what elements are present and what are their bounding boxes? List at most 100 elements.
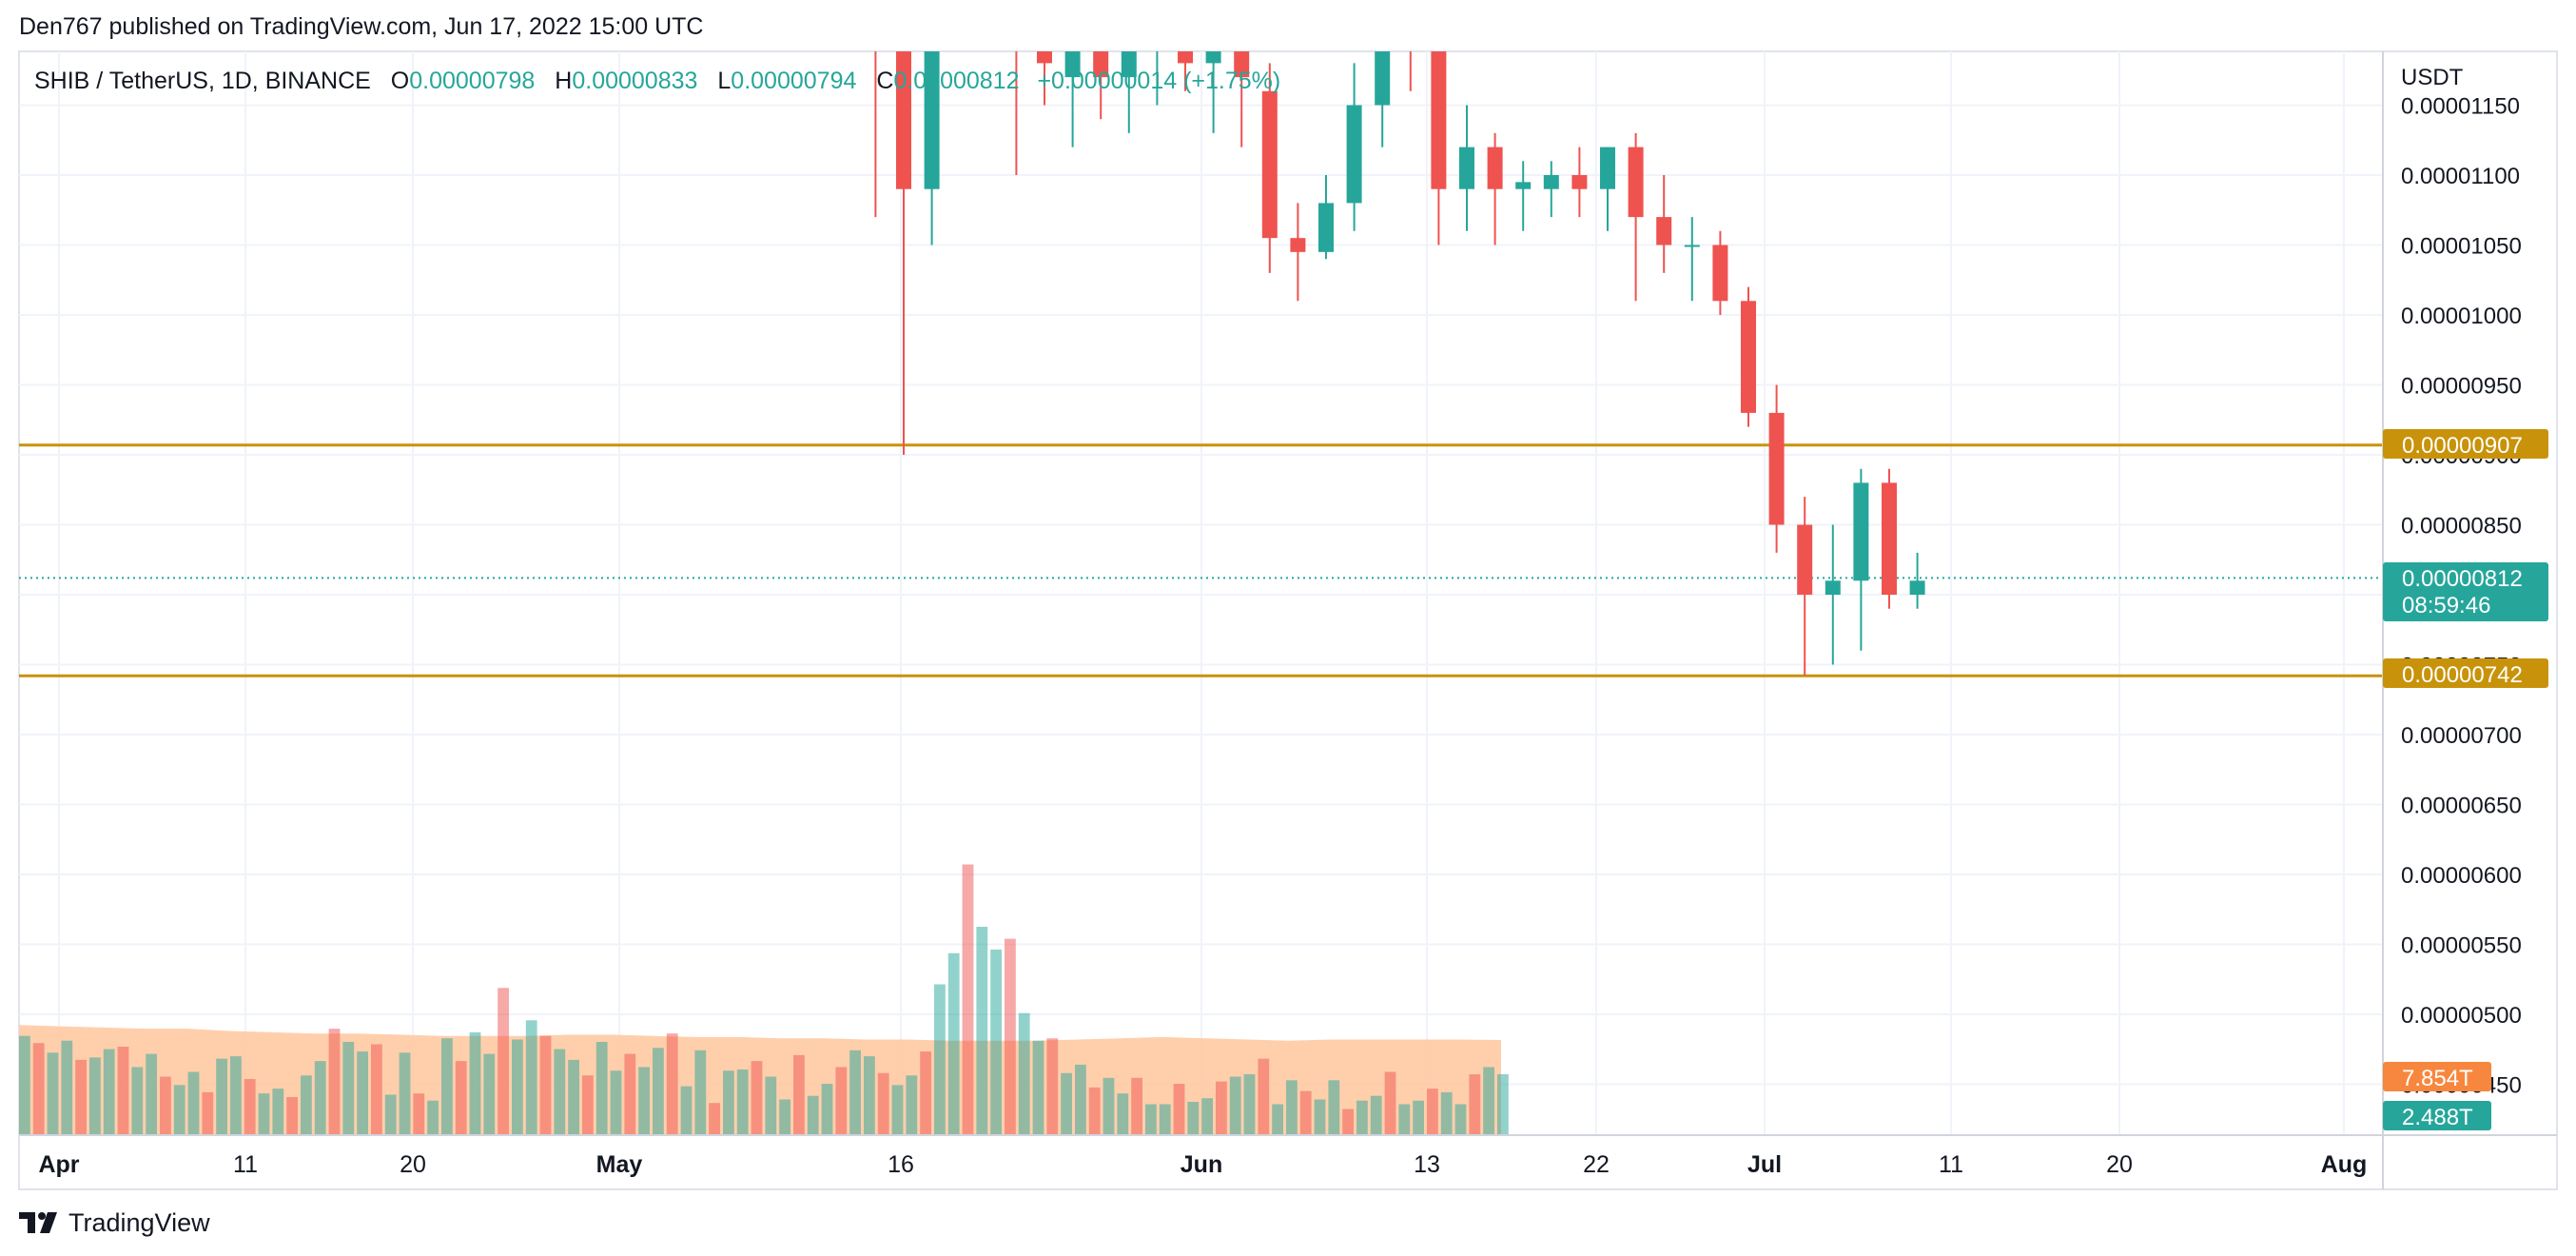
candle-body (1205, 51, 1221, 64)
volume-bar (146, 1053, 157, 1134)
volume-bar (1398, 1104, 1411, 1134)
time-tick-label: 20 (400, 1151, 426, 1178)
volume-bar (512, 1039, 523, 1134)
time-axis[interactable]: Apr 11 20 May 16 Jun 13 22 Jul 11 20 Aug (38, 1151, 2367, 1178)
volume-bar (877, 1072, 889, 1134)
time-tick-label: Apr (38, 1151, 79, 1178)
volume-bar (61, 1040, 73, 1134)
candle-body (1853, 482, 1869, 581)
volume-bar (314, 1061, 326, 1134)
volume-bar (32, 1043, 45, 1134)
candle (1459, 105, 1474, 231)
candle (1149, 35, 1164, 106)
volume-bar (666, 1033, 678, 1134)
volume-text: 2.488T (2402, 1105, 2473, 1130)
volume-bar (1342, 1109, 1354, 1134)
volume-bar (244, 1079, 256, 1134)
candle (1261, 63, 1278, 273)
candle-body (1797, 524, 1813, 595)
candle (1712, 230, 1728, 315)
candle-body (1712, 245, 1728, 302)
time-tick-label: May (596, 1151, 643, 1178)
candle (1431, 51, 1447, 245)
open-label: O (391, 68, 409, 94)
candle-body (1431, 51, 1447, 189)
volume-bar (891, 1085, 904, 1134)
price-tick-label: 0.00000550 (2401, 933, 2522, 959)
candle-body (1768, 412, 1785, 525)
candle (1684, 217, 1700, 302)
time-tick-label: 11 (1939, 1151, 1963, 1178)
volume-bar (399, 1052, 411, 1134)
candle-body (1600, 147, 1615, 189)
chart-frame (18, 50, 2558, 1190)
volume-bar (1173, 1084, 1185, 1134)
candle-body (1825, 580, 1841, 595)
volume-bar (723, 1070, 734, 1134)
candles[interactable] (868, 0, 1925, 677)
candle (924, 51, 940, 245)
volume-bar (1243, 1074, 1256, 1134)
time-tick-label: 20 (2106, 1151, 2133, 1178)
candle (1656, 175, 1672, 273)
candle-body (1149, 35, 1164, 49)
volume-bar (1032, 1040, 1044, 1134)
candle-body (1543, 175, 1559, 189)
volume-bar (131, 1067, 144, 1134)
volume-bar (1370, 1095, 1382, 1134)
high-label: H (555, 68, 572, 94)
last-price-text: 0.00000812 (2402, 566, 2523, 592)
candle (1825, 524, 1841, 665)
volume-bar (1272, 1104, 1283, 1134)
candle (1093, 51, 1109, 120)
volume-bar (301, 1075, 312, 1134)
candle (1121, 51, 1137, 133)
candle-body (924, 51, 940, 189)
volume-bar (357, 1051, 368, 1134)
candle-body (1121, 51, 1137, 78)
horizontal-levels[interactable] (19, 443, 2383, 677)
volume-bar (47, 1052, 59, 1134)
price-tick-label: 0.00000500 (2401, 1003, 2522, 1029)
volume-bar (328, 1029, 341, 1134)
symbol-label: SHIB / TetherUS, 1D, BINANCE (34, 68, 371, 94)
volume-bar (173, 1085, 185, 1134)
volume-bar (1427, 1089, 1438, 1134)
resistance-price-text: 0.00000907 (2402, 433, 2523, 459)
volume-bar (751, 1061, 763, 1134)
volume-bar (1018, 1012, 1030, 1134)
volume-ma-label: 7.854T (2383, 1062, 2491, 1091)
candle (1487, 132, 1503, 245)
low-value: 0.00000794 (731, 68, 856, 94)
volume-bar (835, 1067, 848, 1134)
price-tick-label: 0.00001150 (2401, 94, 2520, 120)
volume-bar (19, 1035, 30, 1134)
volume-bar (765, 1076, 777, 1134)
candle-body (1037, 51, 1052, 64)
countdown-text: 08:59:46 (2402, 593, 2490, 618)
volume-bar (947, 952, 960, 1134)
candle (1234, 51, 1250, 147)
price-tick-label: 0.00001050 (2401, 234, 2522, 260)
time-tick-label: 22 (1583, 1151, 1610, 1178)
candle-body (1459, 147, 1474, 189)
support-price-label: 0.00000742 (2383, 658, 2548, 688)
volume-bar (1413, 1100, 1424, 1134)
volume-bar (1061, 1072, 1072, 1134)
volume-pane (19, 864, 1509, 1134)
volume-label: 2.488T (2383, 1101, 2491, 1130)
volume-bar (694, 1050, 707, 1134)
candle (1628, 132, 1644, 302)
volume-bar (1201, 1098, 1213, 1134)
candle-body (1628, 147, 1644, 218)
tradingview-brand[interactable]: TradingView (19, 1207, 210, 1239)
volume-bar (342, 1041, 355, 1134)
volume-bar (807, 1095, 819, 1134)
volume-bar (216, 1058, 227, 1134)
volume-bar (736, 1069, 749, 1134)
time-tick-label: 13 (1414, 1151, 1440, 1178)
volume-bar (1497, 1074, 1509, 1134)
volume-bar (413, 1093, 425, 1134)
volume-bar (160, 1076, 171, 1134)
